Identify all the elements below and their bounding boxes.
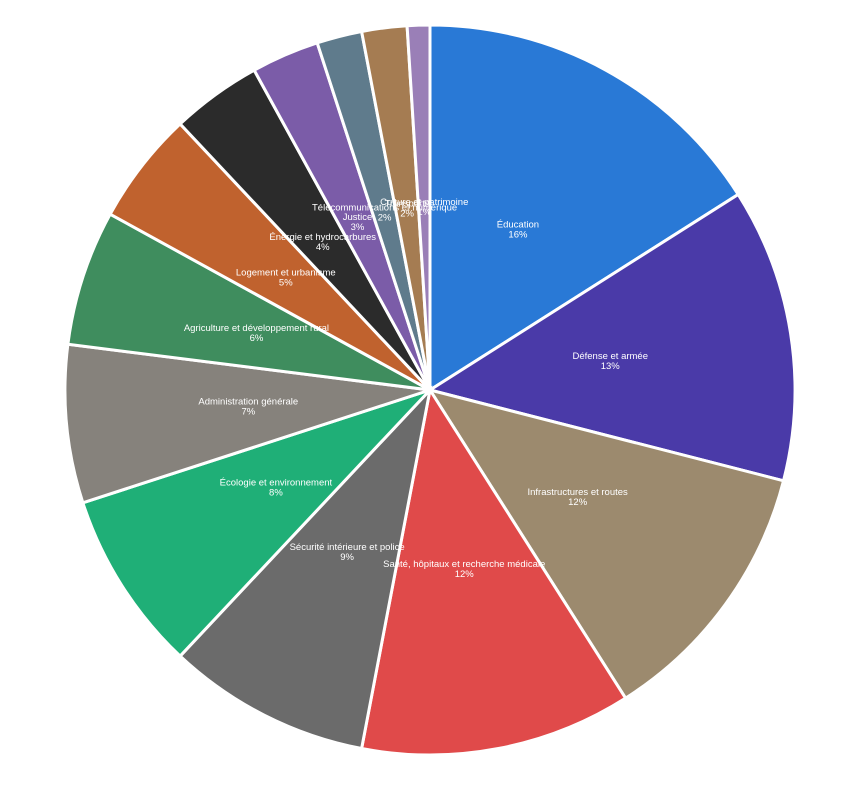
slice-value-label: 6% xyxy=(250,333,264,344)
pie-slice xyxy=(63,342,431,505)
slice-value-label: 12% xyxy=(455,569,475,580)
slice-value-label: 13% xyxy=(601,361,621,372)
slice-label: Transports xyxy=(385,198,430,209)
slice-value-label: 5% xyxy=(279,278,293,289)
slice-value-label: 9% xyxy=(340,552,354,563)
slice-label: Justice xyxy=(343,212,373,223)
slice-value-label: 2% xyxy=(400,208,414,219)
pie-slice xyxy=(405,23,432,391)
slice-value-label: 8% xyxy=(269,487,283,498)
slice-value-label: 3% xyxy=(351,222,365,233)
slice-value-label: 4% xyxy=(316,242,330,253)
slice-label: Écologie et environnement xyxy=(220,477,333,488)
slice-value-label: 16% xyxy=(508,230,528,241)
pie-slice xyxy=(426,387,786,701)
slice-label: Sécurité intérieure et police xyxy=(290,542,405,553)
pie-slice xyxy=(428,23,741,393)
slice-value-label: 1% xyxy=(417,207,431,218)
slice-label: Télécommunications et numérique xyxy=(312,203,457,214)
slice-label: Agriculture et développement rural xyxy=(184,323,329,334)
pie-slice xyxy=(66,212,431,392)
slice-label: Défense et armée xyxy=(572,351,648,362)
slice-label: Santé, hôpitaux et recherche médicale xyxy=(383,559,545,570)
slice-value-label: 2% xyxy=(378,213,392,224)
slice-label: Administration générale xyxy=(198,397,298,408)
slice-label: Logement et urbanisme xyxy=(236,268,336,279)
pie-slice xyxy=(80,388,432,659)
pie-slice xyxy=(178,385,433,751)
slice-label: Énergie et hydrocarbures xyxy=(269,232,376,243)
slice-value-label: 12% xyxy=(568,497,588,508)
pie-slice xyxy=(426,192,797,483)
slice-label: Éducation xyxy=(497,220,539,231)
slice-label: Culture et patrimoine xyxy=(380,197,468,208)
slice-label: Infrastructures et routes xyxy=(527,487,628,498)
pie-slice xyxy=(359,385,628,757)
slice-value-label: 7% xyxy=(241,407,255,418)
